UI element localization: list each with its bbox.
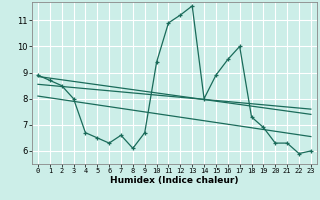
X-axis label: Humidex (Indice chaleur): Humidex (Indice chaleur) xyxy=(110,176,239,185)
